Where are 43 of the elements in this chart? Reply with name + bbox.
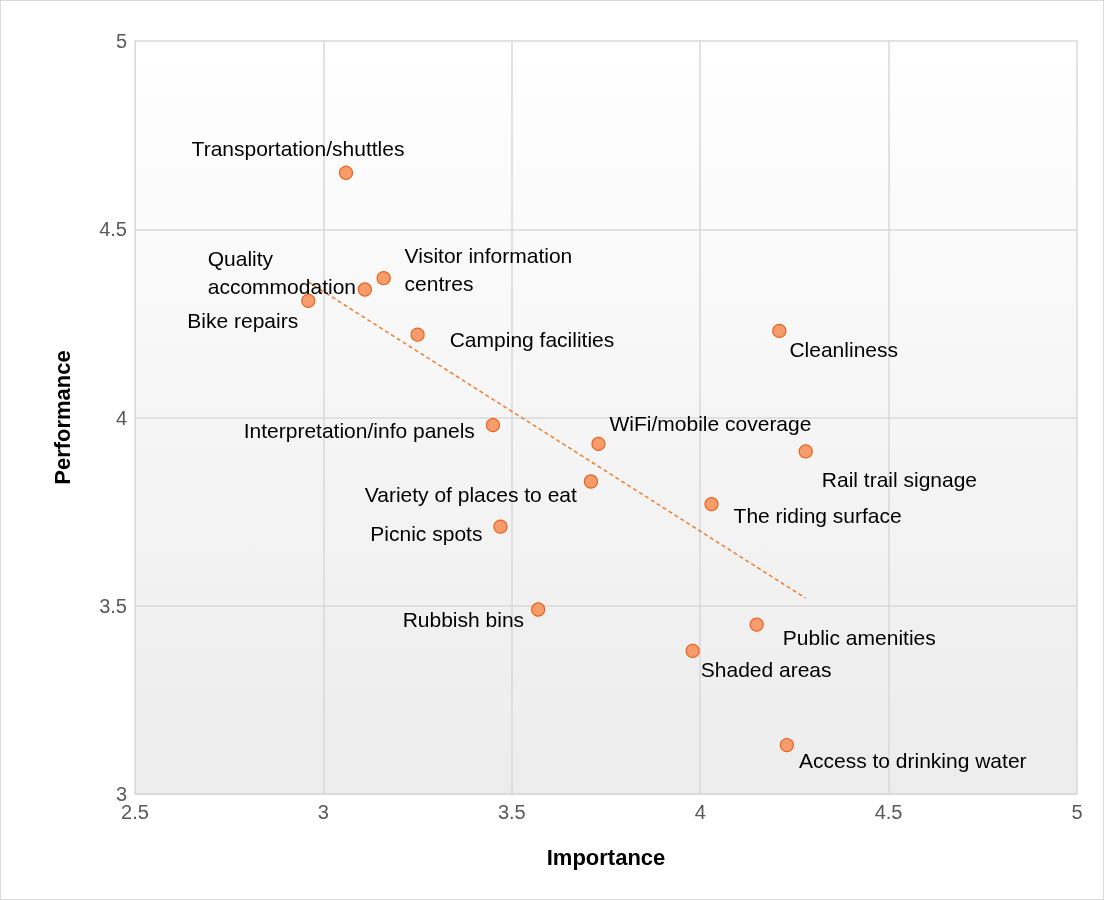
y-tick-label: 4 — [115, 406, 127, 429]
x-tick-label: 4 — [694, 801, 706, 823]
series-label: Bike repairs — [187, 309, 299, 333]
point — [779, 737, 794, 753]
series-label: Visitor information centres — [404, 243, 579, 295]
series-label: Variety of places to eat — [364, 483, 577, 507]
series-label: Picnic spots — [370, 522, 483, 546]
text: Transportation/shuttles — [191, 137, 405, 161]
series-label: The riding surface — [733, 503, 902, 527]
series-label: Interpretation/info panels — [243, 418, 475, 442]
x-tick-label: 3.5 — [497, 801, 526, 823]
series-label: Camping facilities — [449, 328, 615, 352]
series-label: WiFi/mobile coverage — [609, 412, 812, 436]
y-tick-label: 5 — [115, 30, 127, 52]
series-label: Shaded areas — [700, 658, 832, 682]
y-axis-title: Performance — [49, 350, 75, 485]
point — [591, 436, 606, 451]
point — [798, 444, 813, 459]
point — [410, 327, 425, 342]
y-tick-label: 3.5 — [99, 594, 127, 617]
series-label: Access to drinking water — [798, 748, 1027, 772]
x-tick-label: 3 — [317, 801, 329, 823]
point — [338, 165, 354, 180]
point — [493, 519, 508, 534]
point — [704, 497, 719, 512]
point — [531, 602, 546, 617]
point — [485, 417, 501, 433]
point — [357, 282, 372, 297]
point — [301, 293, 316, 308]
series-label: Cleanliness — [789, 338, 898, 362]
x-axis-title: Importance — [546, 844, 666, 870]
series-label: Public amenities — [782, 626, 936, 650]
x-tick-label: 5 — [1071, 801, 1083, 823]
x-tick-label: 4.5 — [874, 801, 903, 823]
point — [685, 643, 700, 659]
series-label: Rail trail signage — [821, 467, 978, 491]
point — [749, 617, 764, 632]
point — [376, 271, 391, 286]
point — [772, 323, 787, 338]
series-label: Rubbish bins — [402, 608, 525, 632]
y-tick-label: 4.5 — [99, 218, 127, 241]
series-label: Quality accommodation — [207, 246, 356, 298]
point — [583, 474, 599, 489]
